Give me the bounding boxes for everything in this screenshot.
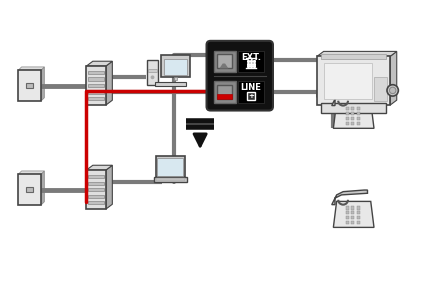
Bar bbox=[26, 187, 33, 192]
Polygon shape bbox=[86, 61, 112, 66]
Bar bbox=[157, 158, 184, 176]
Polygon shape bbox=[106, 61, 112, 105]
Text: +: + bbox=[248, 93, 254, 99]
Bar bbox=[357, 117, 360, 120]
Bar bbox=[18, 70, 41, 101]
Polygon shape bbox=[18, 171, 44, 174]
Bar bbox=[88, 84, 104, 87]
Bar bbox=[346, 112, 349, 115]
Circle shape bbox=[387, 85, 398, 96]
Polygon shape bbox=[333, 102, 374, 128]
Bar bbox=[238, 50, 264, 72]
Bar bbox=[88, 91, 104, 94]
Bar bbox=[357, 107, 360, 110]
Bar bbox=[351, 206, 354, 209]
Bar bbox=[351, 211, 354, 214]
Bar bbox=[88, 71, 104, 74]
Bar bbox=[346, 122, 349, 125]
Bar bbox=[238, 81, 264, 103]
Bar bbox=[86, 66, 106, 105]
Polygon shape bbox=[106, 165, 112, 209]
Bar bbox=[357, 211, 360, 214]
Polygon shape bbox=[390, 51, 397, 105]
Bar bbox=[323, 63, 372, 98]
Bar bbox=[86, 170, 106, 209]
Bar bbox=[147, 60, 158, 85]
Text: LINE: LINE bbox=[241, 83, 261, 92]
Bar bbox=[155, 82, 186, 86]
Polygon shape bbox=[18, 67, 44, 70]
Bar bbox=[357, 206, 360, 209]
Bar bbox=[214, 50, 236, 72]
Bar bbox=[321, 54, 386, 59]
Bar bbox=[247, 92, 255, 100]
Bar bbox=[351, 117, 354, 120]
Bar bbox=[346, 107, 349, 110]
Bar bbox=[156, 178, 185, 181]
Bar bbox=[217, 94, 232, 99]
Bar bbox=[351, 221, 354, 224]
Bar bbox=[156, 156, 185, 177]
Bar bbox=[88, 97, 104, 100]
Bar bbox=[88, 175, 104, 178]
Bar bbox=[321, 103, 386, 113]
Bar bbox=[88, 201, 104, 204]
Bar bbox=[18, 174, 41, 205]
Bar bbox=[161, 55, 190, 77]
Bar bbox=[346, 206, 349, 209]
Bar bbox=[88, 182, 104, 185]
Bar bbox=[351, 112, 354, 115]
Bar bbox=[214, 81, 236, 103]
Bar bbox=[346, 117, 349, 120]
Polygon shape bbox=[317, 51, 397, 56]
Polygon shape bbox=[41, 67, 44, 101]
Bar bbox=[357, 122, 360, 125]
Bar bbox=[357, 216, 360, 219]
Bar bbox=[217, 85, 232, 99]
Polygon shape bbox=[332, 91, 368, 106]
Bar bbox=[346, 211, 349, 214]
Bar bbox=[351, 216, 354, 219]
Text: EXT.: EXT. bbox=[241, 52, 261, 62]
Bar bbox=[174, 76, 177, 80]
Polygon shape bbox=[219, 64, 228, 68]
Polygon shape bbox=[333, 201, 374, 227]
Polygon shape bbox=[41, 171, 44, 205]
Bar bbox=[346, 216, 349, 219]
Bar bbox=[26, 83, 33, 88]
Bar bbox=[154, 177, 187, 182]
Bar bbox=[148, 69, 156, 72]
Bar bbox=[88, 77, 104, 81]
Circle shape bbox=[389, 87, 396, 94]
Bar bbox=[88, 194, 104, 198]
Bar bbox=[346, 221, 349, 224]
Bar bbox=[357, 112, 360, 115]
Bar bbox=[357, 221, 360, 224]
Bar bbox=[217, 54, 232, 68]
Bar bbox=[164, 58, 187, 75]
Bar bbox=[88, 188, 104, 191]
Bar bbox=[351, 107, 354, 110]
Polygon shape bbox=[86, 165, 112, 170]
Polygon shape bbox=[332, 190, 368, 205]
Bar bbox=[351, 122, 354, 125]
Bar bbox=[317, 56, 390, 105]
Bar bbox=[374, 76, 387, 101]
Circle shape bbox=[151, 76, 154, 79]
FancyBboxPatch shape bbox=[207, 41, 273, 110]
